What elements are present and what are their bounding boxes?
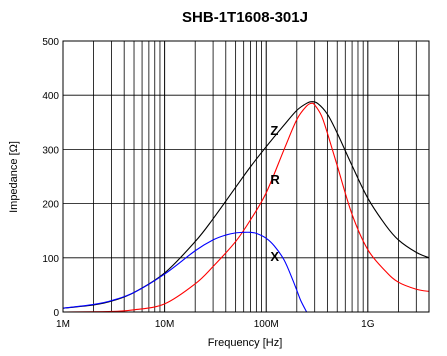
- x-axis-label: Frequency [Hz]: [208, 337, 283, 349]
- tick-labels: 1M 10M 100M 1G 0 100 200 300 400 500: [42, 37, 374, 330]
- grid-lines: [63, 41, 429, 312]
- x-tick-label: 1G: [361, 319, 375, 330]
- y-tick-label: 300: [42, 145, 59, 156]
- plot-frame: [62, 40, 430, 313]
- chart-title: SHB-1T1608-301J: [182, 9, 308, 26]
- y-tick-label: 0: [53, 308, 59, 319]
- x-tick-label: 100M: [254, 319, 279, 330]
- series-line-x: [62, 231, 308, 313]
- y-tick-label: 500: [42, 37, 59, 48]
- series-line-r: [62, 102, 430, 313]
- y-tick-label: 200: [42, 200, 59, 211]
- series-annotation-r: R: [270, 172, 280, 187]
- series-annotation-z: Z: [270, 123, 278, 138]
- y-tick-label: 400: [42, 91, 59, 102]
- y-tick-label: 100: [42, 254, 59, 265]
- x-tick-label: 1M: [56, 319, 70, 330]
- x-tick-label: 10M: [155, 319, 174, 330]
- series-line-z: [62, 101, 430, 309]
- series-annotations: Z R X: [270, 123, 280, 264]
- series-lines: [62, 101, 430, 313]
- y-axis-label: Impedance [Ω]: [8, 141, 20, 213]
- series-annotation-x: X: [270, 249, 279, 264]
